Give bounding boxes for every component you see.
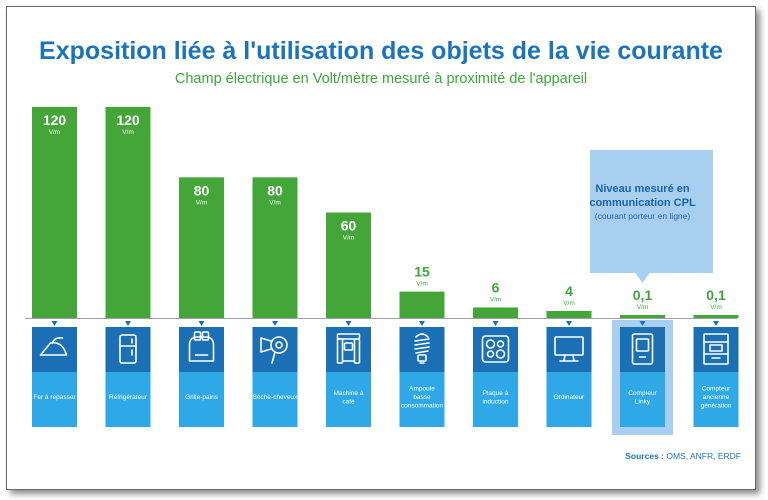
tile-pointer: [419, 321, 425, 326]
bar-group: 80V/m Grille-pains: [179, 177, 224, 427]
tile-icon-area: [32, 327, 77, 372]
unit-label: V/m: [490, 296, 502, 303]
value-label: 120: [116, 112, 140, 128]
tile-label-area: [399, 372, 445, 427]
bar: [620, 315, 665, 318]
linky-meter-icon: [631, 333, 654, 365]
chart-subtitle: Champ électrique en Volt/mètre mesuré à …: [174, 71, 588, 87]
coffee-machine-icon: [336, 333, 361, 364]
callout-pointer: [635, 273, 650, 283]
tile-icon-area: [252, 327, 298, 372]
tile-icon-area: [473, 327, 518, 372]
value-label: 120: [43, 112, 67, 128]
bar: [546, 310, 592, 318]
unit-label: V/m: [122, 129, 134, 136]
induction-hob-icon: [481, 335, 510, 363]
tile-pointer: [492, 321, 499, 326]
bar-group: 80V/m Sèche-cheveux: [252, 177, 299, 427]
tile-label-area: [105, 372, 151, 427]
value-label: 15: [414, 264, 430, 280]
unit-label: V/m: [637, 304, 649, 311]
category-label: Ampoule basse consommation: [401, 386, 444, 410]
unit-label: V/m: [196, 199, 208, 206]
toaster-icon: [188, 331, 215, 362]
category-label: Plaque à induction: [482, 390, 508, 406]
tile-icon-area: [179, 327, 224, 372]
old-meter-icon: [703, 333, 729, 365]
bar-group: 0,1V/m Compteur Linky: [620, 287, 665, 427]
bar: [105, 107, 151, 318]
category-label: Réfrigérateur: [109, 394, 148, 401]
value-label: 6: [492, 279, 500, 295]
tile-label-area: [620, 372, 665, 427]
tile-label-area: [326, 372, 371, 427]
category-label: Machine à café: [334, 390, 364, 406]
tile-label-area: [179, 372, 224, 427]
computer-icon: [554, 336, 584, 362]
tile-label-area: [693, 372, 739, 427]
category-label: Compteur ancienne génération: [701, 386, 732, 410]
bar-group: 60V/m Machine à café: [326, 212, 371, 427]
iron-icon: [39, 337, 68, 356]
callout-line-3: (courant porteur en ligne): [595, 211, 691, 221]
unit-label: V/m: [563, 300, 575, 307]
tile-pointer: [51, 321, 58, 326]
tile-pointer: [198, 321, 205, 326]
chart-title: Exposition liée à l'utilisation des obje…: [39, 37, 723, 65]
value-label: 80: [194, 182, 210, 198]
tile-icon-area: [105, 327, 151, 372]
callout: Niveau mesuré en communication CPL (couran…: [589, 150, 713, 283]
unit-label: V/m: [269, 199, 281, 206]
tile-pointer: [639, 321, 646, 326]
bar: [326, 212, 371, 318]
tile-label-area: [252, 372, 298, 427]
bulb-icon: [414, 333, 430, 364]
sources-label: Sources :: [625, 451, 664, 461]
value-label: 4: [565, 283, 573, 299]
tile-pointer: [272, 321, 278, 326]
category-label: Sèche-cheveux: [253, 394, 299, 401]
tile-pointer: [125, 321, 131, 326]
bar-group: 6V/m Plaque à induction: [473, 279, 518, 427]
bar: [693, 315, 739, 318]
unit-label: V/m: [710, 304, 722, 311]
value-label: 60: [341, 218, 357, 234]
category-label: Grille-pains: [185, 394, 219, 401]
bar-group: 4V/m Ordinateur: [546, 283, 592, 427]
bar: [32, 107, 77, 318]
tile-label-area: [546, 372, 592, 427]
hair-dryer-icon: [260, 336, 288, 364]
tile-pointer: [566, 321, 572, 326]
unit-label: V/m: [416, 281, 428, 288]
bar-group: 0,1V/m Compteur ancienne génération: [693, 287, 739, 427]
bar: [179, 177, 224, 318]
unit-label: V/m: [343, 235, 355, 242]
tile-label-area: [32, 372, 77, 427]
infographic-frame: Exposition liée à l'utilisation des obje…: [6, 6, 756, 490]
bar-chart: Niveau mesuré en communication CPL (couran…: [25, 107, 739, 435]
value-label: 0,1: [706, 287, 726, 303]
bar: [399, 291, 445, 318]
sources-note: Sources : OMS, ANFR, ERDF: [625, 451, 741, 461]
fridge-icon: [119, 334, 137, 364]
bar: [473, 307, 518, 318]
tile-pointer: [345, 321, 352, 326]
tile-pointer: [713, 321, 719, 326]
category-label: Ordinateur: [554, 394, 586, 401]
callout-box: [590, 150, 713, 273]
unit-label: V/m: [49, 129, 61, 136]
callout-line-1: Niveau mesuré en: [595, 183, 689, 195]
category-label: Compteur Linky: [628, 390, 657, 406]
value-label: 80: [267, 182, 283, 198]
callout-line-2: communication CPL: [589, 197, 696, 209]
tile-label-area: [473, 372, 518, 427]
category-label: Fer à repasser: [33, 394, 76, 401]
sources-text: OMS, ANFR, ERDF: [666, 451, 741, 461]
tile-icon-area: [546, 327, 592, 372]
bar: [252, 177, 298, 318]
value-label: 0,1: [633, 287, 653, 303]
bar-group: 15V/m Ampoule basse consommation: [399, 264, 445, 427]
